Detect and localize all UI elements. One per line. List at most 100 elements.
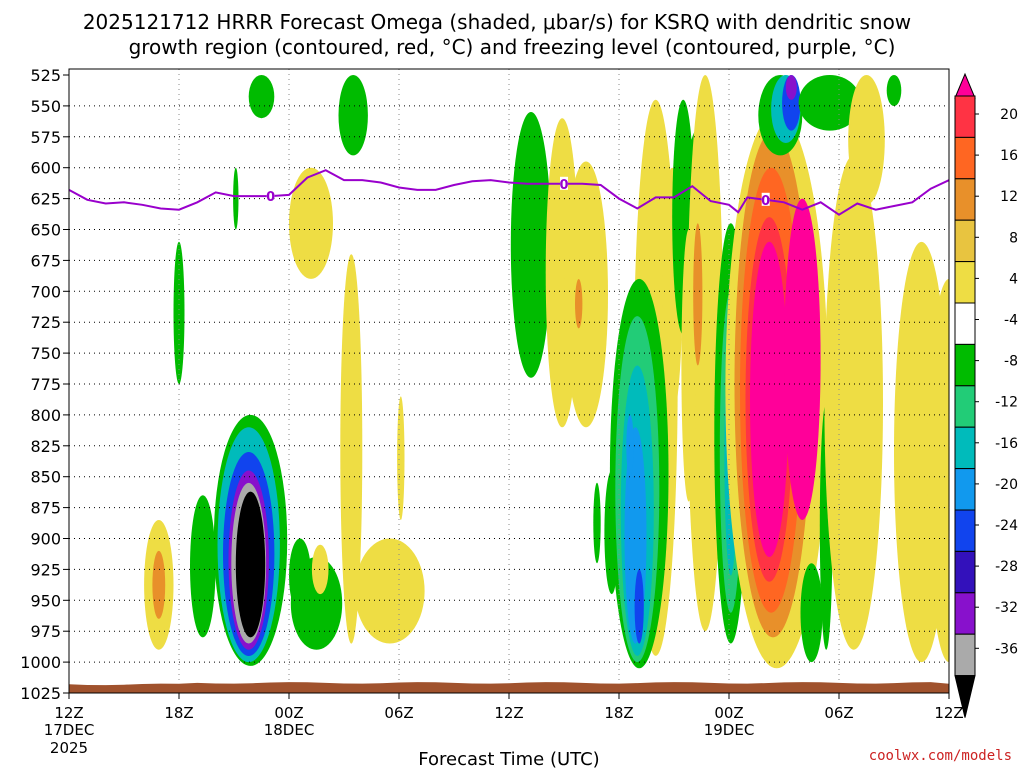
x-tick-date-label: 18DEC [264, 721, 315, 739]
x-tick-label: 12Z [54, 704, 83, 722]
omega-region [190, 495, 216, 638]
y-tick-label: 1000 [20, 653, 61, 672]
grid-layer [69, 69, 949, 693]
omega-region [311, 544, 329, 595]
surface-layer [69, 682, 949, 693]
omega-region [289, 538, 311, 613]
x-tick-label: 06Z [384, 704, 413, 722]
y-tick-label: 650 [30, 221, 61, 240]
colorbar-segment [954, 343, 976, 387]
y-tick-label: 575 [30, 128, 61, 147]
omega-region [785, 75, 797, 100]
omega-region [340, 254, 363, 644]
omega-region [355, 538, 425, 644]
omega-region [397, 396, 405, 520]
omega-region [800, 563, 823, 663]
freezing-level-label: 0 [761, 194, 770, 209]
omega-region [798, 75, 861, 131]
colorbar-tick-label: -8 [1004, 354, 1018, 370]
colorbar-tick-label: 4 [1009, 271, 1018, 287]
omega-region [927, 278, 949, 663]
colorbar-segment [954, 633, 976, 677]
y-tick-label: 825 [30, 437, 61, 456]
omega-region [233, 167, 239, 230]
omega-region [750, 241, 789, 557]
y-tick-label: 1025 [20, 684, 61, 703]
colorbar-segment [954, 178, 976, 221]
omega-region [152, 550, 166, 619]
omega-region [886, 75, 902, 106]
omega-shading-layer [144, 74, 949, 669]
x-tick-label: 12Z [494, 704, 523, 722]
chart-title-line-2: growth region (contoured, red, °C) and f… [129, 35, 896, 59]
omega-region [289, 167, 333, 279]
omega-region [681, 229, 696, 502]
x-tick-year-label: 2025 [50, 739, 88, 757]
y-tick-label: 625 [30, 190, 61, 209]
y-tick-label: 775 [30, 375, 61, 394]
omega-region [575, 279, 583, 329]
colorbar-tick-label: -28 [995, 559, 1018, 575]
omega-region [510, 112, 552, 378]
omega-region [235, 491, 266, 638]
x-tick-date-label: 17DEC [44, 721, 95, 739]
colorbar-tick-label: 16 [1000, 148, 1018, 164]
chart-title-line-1: 2025121712 HRRR Forecast Omega (shaded, … [83, 10, 911, 34]
colorbar-tick-label: -24 [995, 518, 1018, 534]
x-tick-label: 00Z [274, 704, 303, 722]
y-tick-label: 600 [30, 159, 61, 178]
colorbar-bottom-arrow [954, 675, 976, 718]
colorbar-segment [954, 219, 976, 263]
colorbar-top-arrow [954, 72, 976, 99]
y-tick-label: 875 [30, 499, 61, 518]
surface-ground [69, 682, 949, 693]
omega-region [593, 482, 601, 564]
freezing-level-label: 0 [266, 190, 275, 205]
credit-text: coolwx.com/models [869, 748, 1012, 764]
omega-region [173, 241, 185, 384]
y-tick-label: 725 [30, 313, 61, 332]
freezing-level-label-bg [266, 189, 275, 203]
colorbar-segment [954, 261, 976, 304]
y-tick-label: 850 [30, 468, 61, 487]
y-tick-label: 900 [30, 530, 61, 549]
freezing-level-line [69, 169, 949, 216]
colorbar: 20 16 12 8 4 -4 -8 -12 -16 -20 -24 -28 -32 -36 [954, 72, 1018, 718]
omega-region [626, 414, 634, 477]
y-tick-label: 750 [30, 344, 61, 363]
freezing-level-layer: 0 0 0 [69, 169, 949, 216]
colorbar-tick-label: -36 [995, 641, 1018, 657]
colorbar-segment [954, 136, 976, 180]
colorbar-segment [954, 509, 976, 552]
colorbar-tick-label: -4 [1004, 313, 1018, 329]
y-tick-label: 525 [30, 66, 61, 85]
x-tick-label: 18Z [164, 704, 193, 722]
x-tick-label: 06Z [824, 704, 853, 722]
colorbar-tick-label: 8 [1009, 230, 1018, 246]
omega-region [564, 161, 608, 428]
y-tick-label: 800 [30, 406, 61, 425]
x-tick-label: 00Z [714, 704, 743, 722]
omega-region [784, 198, 821, 521]
y-tick-label: 925 [30, 560, 61, 579]
colorbar-tick-label: 12 [1000, 189, 1018, 205]
colorbar-segment [954, 426, 976, 470]
x-tick-date-label: 19DEC [704, 721, 755, 739]
y-tick-label: 700 [30, 282, 61, 301]
y-axis: 525 550 575 600 625 650 675 700 725 750 775 800 825 8… [20, 66, 69, 703]
colorbar-segment [954, 550, 976, 594]
omega-region [824, 155, 883, 650]
colorbar-tick-label: -16 [995, 436, 1018, 452]
plot-area: 0 0 0 [69, 69, 949, 693]
colorbar-tick-label: -32 [995, 600, 1018, 616]
omega-region [634, 569, 644, 644]
colorbar-tick-label: 20 [1000, 107, 1018, 123]
colorbar-segment [954, 385, 976, 428]
x-tick-label: 18Z [604, 704, 633, 722]
y-tick-label: 675 [30, 251, 61, 270]
x-axis-label: Forecast Time (UTC) [418, 749, 599, 768]
y-tick-label: 975 [30, 622, 61, 641]
colorbar-tick-label: -12 [995, 395, 1018, 411]
